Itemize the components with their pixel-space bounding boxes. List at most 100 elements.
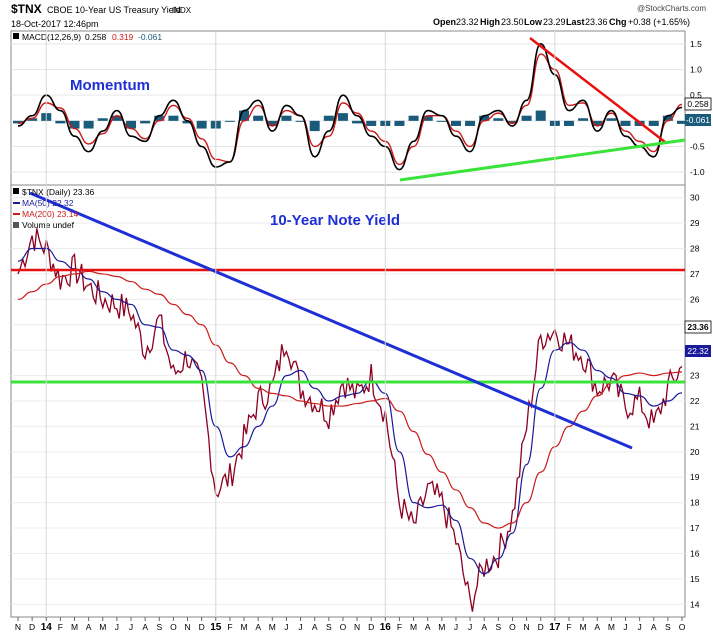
- price-last-tag-box: [684, 320, 712, 334]
- x-tick-label: 14: [41, 622, 53, 633]
- price-gridlines: [11, 197, 685, 605]
- x-tick-label: M: [410, 622, 417, 632]
- macd-legend-value-macd: 0.258: [85, 32, 107, 42]
- x-tick-label: F: [397, 622, 402, 632]
- x-tick-label: S: [665, 622, 671, 632]
- price-tick-label: 27: [690, 269, 700, 279]
- x-tick-label: N: [184, 622, 190, 632]
- x-tick-label: J: [637, 622, 641, 632]
- macd-tick-label: 1.5: [690, 39, 702, 49]
- x-tick-label: M: [608, 622, 615, 632]
- open-value: 23.32: [456, 17, 479, 27]
- chg-value: +0.38 (+1.65%): [628, 17, 690, 27]
- macd-histogram-bar: [295, 120, 306, 122]
- price-y-axis: 3029282726252423222120191817161514: [690, 193, 700, 610]
- x-tick-label: J: [298, 622, 302, 632]
- macd-histogram-bar: [140, 120, 151, 124]
- x-tick-label: A: [651, 622, 657, 632]
- macd-histogram-bar: [606, 118, 617, 121]
- macd-histogram-bar: [126, 120, 137, 129]
- momentum-annotation: Momentum: [70, 77, 150, 94]
- ma200-line: [17, 270, 683, 529]
- x-tick-label: A: [86, 622, 92, 632]
- volume-legend-swatch: [13, 222, 19, 228]
- macd-green-trendline: [399, 138, 686, 182]
- macd-panel-frame: [10, 30, 686, 186]
- macd-red-trendline: [529, 37, 666, 143]
- x-tick-label: J: [468, 622, 472, 632]
- macd-histogram-bar: [13, 120, 23, 124]
- x-tick-label: J: [284, 622, 288, 632]
- exchange-label: INDX: [172, 6, 192, 15]
- macd-histogram-bar: [309, 120, 320, 132]
- macd-histogram-bar: [83, 120, 94, 129]
- macd-histogram-bar: [253, 115, 264, 121]
- macd-histogram-bar: [648, 120, 659, 126]
- x-tick-label: D: [199, 622, 205, 632]
- price-last-tag: 23.36: [687, 322, 709, 332]
- macd-histogram-bar: [493, 118, 504, 121]
- x-tick-label: 15: [210, 622, 222, 633]
- chg-label: Chg: [609, 17, 627, 27]
- x-tick-label: M: [438, 622, 445, 632]
- macd-histogram-bar: [450, 120, 461, 126]
- macd-histogram-bar: [196, 120, 207, 129]
- low-label: Low: [524, 17, 543, 27]
- macd-lines: [17, 43, 683, 171]
- macd-histogram-bar: [168, 115, 179, 121]
- x-tick-label: 17: [549, 622, 561, 633]
- macd-histogram-bar: [578, 118, 589, 121]
- price-ma-tag-box: [685, 345, 711, 357]
- macd-histogram-bar: [111, 115, 122, 121]
- macd-tick-label: 1.0: [690, 65, 702, 75]
- x-tick-label: A: [425, 622, 431, 632]
- macd-histogram-bar: [239, 110, 250, 121]
- x-tick-label: J: [454, 622, 458, 632]
- price-tick-label: 19: [690, 472, 700, 482]
- low-value: 23.29: [543, 17, 566, 27]
- x-tick-label: M: [240, 622, 247, 632]
- symbol-description: CBOE 10-Year US Treasury Yield: [47, 5, 181, 15]
- macd-line: [17, 43, 683, 171]
- macd-tick-label: 0.5: [690, 90, 702, 100]
- macd-histogram-bar: [224, 120, 235, 122]
- x-tick-label: F: [58, 622, 63, 632]
- high-label: High: [480, 17, 500, 27]
- macd-histogram-bar: [267, 120, 278, 126]
- x-tick-label: F: [227, 622, 232, 632]
- x-tick-label: N: [354, 622, 360, 632]
- price-tick-label: 30: [690, 193, 700, 203]
- macd-histogram-bar: [436, 120, 447, 122]
- macd-last-tag: 0.258: [687, 99, 709, 109]
- x-tick-label: J: [129, 622, 133, 632]
- x-tick-label: N: [15, 622, 21, 632]
- macd-histogram-bar: [366, 120, 377, 126]
- last-label: Last: [566, 17, 585, 27]
- macd-signal-tag: -0.061: [686, 115, 710, 125]
- x-tick-label: N: [524, 622, 530, 632]
- macd-signal-tag-box: [685, 114, 711, 126]
- macd-histogram-bar: [563, 120, 574, 126]
- macd-last-tag-box: [684, 97, 712, 111]
- x-tick-label: F: [566, 622, 571, 632]
- macd-histogram-bar: [323, 115, 334, 121]
- macd-histogram-bar: [27, 118, 38, 121]
- macd-histogram-bar: [408, 115, 419, 121]
- macd-histogram-bar: [465, 120, 476, 126]
- x-tick-label: O: [340, 622, 347, 632]
- x-tick-label: A: [255, 622, 261, 632]
- x-tick-label: D: [29, 622, 35, 632]
- last-value: 23.36: [585, 17, 608, 27]
- ma50-line: [17, 247, 683, 575]
- high-value: 23.50: [501, 17, 524, 27]
- macd-histogram-bar: [337, 113, 348, 121]
- macd-tick-label: -1.0: [690, 167, 705, 177]
- macd-histogram: [13, 110, 687, 132]
- x-tick-label: S: [496, 622, 502, 632]
- price-legend-volume: Volume undef: [22, 220, 75, 230]
- x-tick-label: J: [623, 622, 627, 632]
- x-tick-label: A: [481, 622, 487, 632]
- x-tick-label: M: [71, 622, 78, 632]
